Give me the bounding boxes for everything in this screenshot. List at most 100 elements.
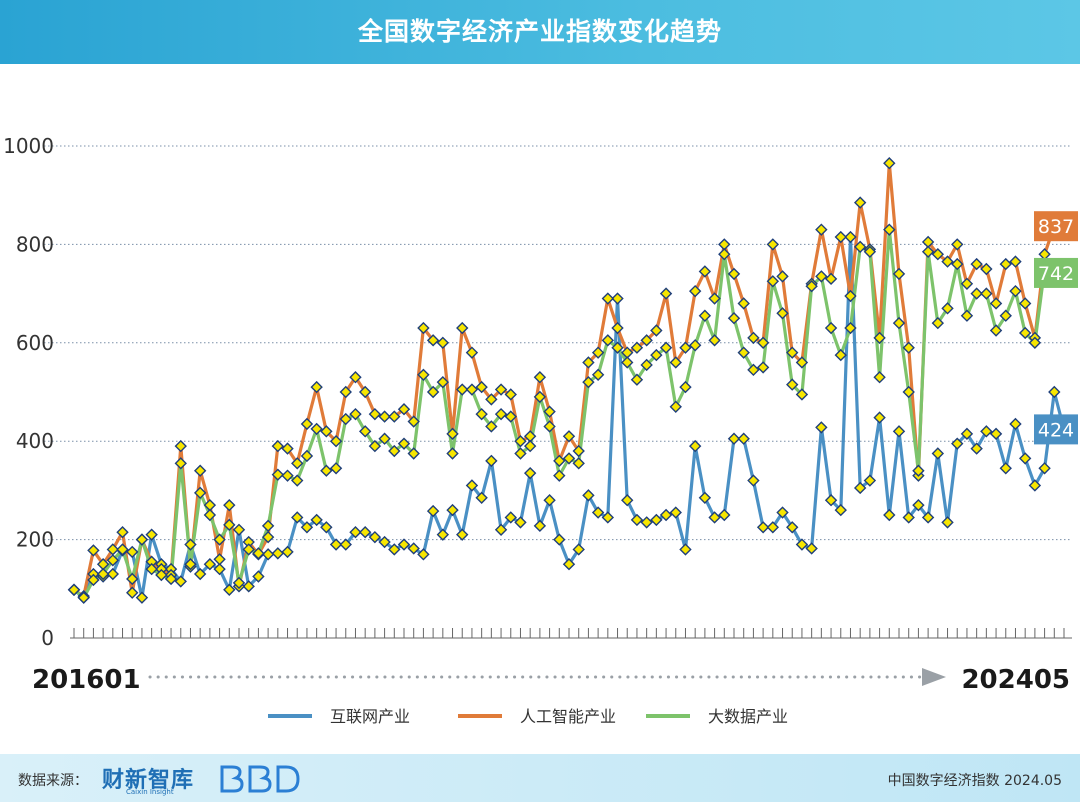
- data-point: [310, 422, 323, 436]
- data-point: [494, 407, 508, 421]
- data-point: [446, 427, 459, 441]
- data-point: [980, 425, 993, 438]
- data-point: [349, 407, 362, 421]
- data-point: [834, 348, 847, 362]
- data-point: [834, 230, 847, 244]
- end-value-badge: [1034, 414, 1078, 445]
- data-point: [766, 521, 780, 534]
- data-point: [126, 572, 139, 586]
- data-point: [126, 586, 139, 599]
- data-point: [475, 491, 488, 504]
- data-point: [291, 457, 304, 470]
- data-point: [630, 341, 644, 354]
- data-point: [650, 348, 663, 362]
- data-point: [611, 292, 624, 305]
- data-point: [815, 223, 828, 236]
- data-point: [553, 533, 566, 546]
- data-point: [659, 341, 673, 354]
- data-point: [465, 383, 479, 396]
- data-point: [135, 591, 149, 604]
- data-point: [242, 580, 255, 593]
- data-point: [582, 489, 595, 502]
- data-point: [339, 538, 352, 551]
- data-point: [203, 508, 217, 522]
- data-point: [718, 248, 731, 261]
- data-point: [96, 567, 110, 581]
- data-point: [601, 292, 615, 305]
- data-point: [310, 380, 323, 394]
- data-point: [621, 356, 634, 369]
- data-point: [494, 383, 508, 396]
- data-point: [989, 297, 1003, 310]
- data-point: [951, 437, 964, 450]
- data-point: [591, 346, 605, 359]
- data-point: [397, 437, 411, 450]
- data-point: [358, 425, 372, 438]
- data-point: [883, 157, 896, 170]
- data-point: [291, 474, 304, 487]
- data-point: [193, 567, 207, 581]
- data-point: [349, 371, 362, 384]
- data-point: [446, 503, 459, 517]
- data-point: [465, 479, 479, 492]
- data-point: [485, 393, 498, 406]
- data-point: [1018, 452, 1032, 465]
- data-point: [320, 464, 333, 477]
- y-tick-label: 0: [41, 626, 54, 650]
- data-point: [87, 544, 100, 557]
- data-point: [543, 420, 556, 433]
- data-point: [931, 316, 945, 330]
- line-chart: 0 200 400 600 800 1000 201601 202405 424 837 742 互联…: [3, 134, 1078, 726]
- data-point: [970, 257, 983, 271]
- data-point: [999, 309, 1012, 322]
- data-point: [533, 519, 547, 533]
- data-point: [329, 538, 343, 551]
- data-point: [611, 341, 624, 354]
- data-point: [834, 503, 847, 517]
- data-point: [863, 474, 877, 487]
- data-point: [145, 562, 158, 576]
- data-point: [368, 439, 382, 453]
- data-point: [203, 558, 217, 571]
- data-point: [650, 324, 663, 337]
- end-value-badge: [1034, 257, 1078, 288]
- data-point: [252, 547, 265, 560]
- data-point: [902, 511, 915, 524]
- data-point: [824, 494, 838, 507]
- data-point: [329, 462, 343, 475]
- data-point: [756, 521, 770, 534]
- data-point: [611, 321, 624, 335]
- data-point: [436, 336, 450, 349]
- data-point: [174, 575, 187, 588]
- data-point: [844, 321, 857, 335]
- data-point: [533, 371, 547, 384]
- data-point: [339, 385, 352, 399]
- data-point: [378, 432, 391, 445]
- data-point: [184, 538, 197, 551]
- data-point: [242, 543, 255, 556]
- data-point: [135, 533, 149, 546]
- data-point: [776, 307, 789, 320]
- data-point: [378, 410, 391, 423]
- data-point: [786, 521, 799, 534]
- footer-bar: 数据来源： 财新智库 Caixin Insight 中国数字经济指数 2024.…: [0, 754, 1080, 802]
- data-point: [407, 447, 420, 460]
- data-point: [630, 513, 644, 527]
- data-point: [223, 498, 236, 512]
- end-value-badge: [1034, 211, 1078, 242]
- data-point: [436, 528, 450, 541]
- data-point: [756, 336, 770, 349]
- data-point: [388, 410, 401, 423]
- data-point: [980, 287, 993, 300]
- data-point: [485, 454, 498, 468]
- data-point: [630, 373, 644, 386]
- data-point: [766, 275, 780, 288]
- data-point: [999, 257, 1012, 271]
- data-point: [727, 267, 741, 281]
- data-point: [475, 407, 488, 421]
- data-point: [698, 491, 712, 504]
- data-point: [941, 255, 954, 268]
- data-point: [883, 223, 896, 236]
- data-point: [912, 464, 925, 477]
- x-start-label: 201601: [32, 665, 141, 695]
